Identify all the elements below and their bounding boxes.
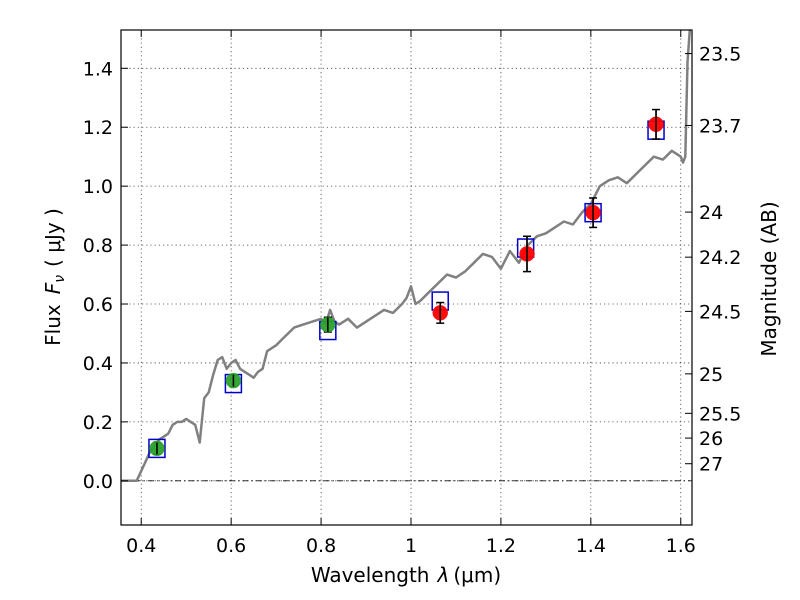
x-tick-label: 1.6 <box>666 535 696 557</box>
y2-tick-label: 25 <box>699 364 723 386</box>
y-axis-title: FluxFν( μJy ) <box>41 208 68 346</box>
x-axis-title: Wavelength λ (μm) <box>311 563 501 587</box>
y-tick-label: 1.2 <box>83 117 113 139</box>
plot-layer <box>121 29 692 483</box>
ticks-layer: 0.4 0.6 0.8 1 1.2 1.4 1.6 0.0 0.2 0.4 0.6 0.8 1.0 1.2… <box>83 30 741 557</box>
y2-tick-label: 25.5 <box>699 403 741 425</box>
y-tick-label: 0.8 <box>83 235 113 257</box>
y2-tick-label: 27 <box>699 454 723 476</box>
y2-tick-label: 23.7 <box>699 115 741 137</box>
y2-tick-label: 26 <box>699 428 723 450</box>
plot-frame <box>120 29 693 526</box>
y-tick-label: 0.0 <box>83 471 113 493</box>
y-tick-label: 0.6 <box>83 294 113 316</box>
y2-tick-label: 24.2 <box>699 247 741 269</box>
y-tick-label: 0.2 <box>83 412 113 434</box>
y2-tick-label: 24 <box>699 202 723 224</box>
model-spectrum-line <box>121 29 692 483</box>
y-tick-label: 1.4 <box>83 58 113 80</box>
x-tick-label: 0.6 <box>216 535 246 557</box>
x-tick-label: 1 <box>405 535 417 557</box>
y2-tick-label: 23.5 <box>699 44 741 66</box>
model-photometry-square <box>148 438 166 459</box>
y2-axis-title: Magnitude (AB) <box>757 201 781 356</box>
y-tick-label: 0.4 <box>83 353 113 375</box>
y2-tick-label: 24.5 <box>699 301 741 323</box>
x-tick-label: 0.4 <box>126 535 156 557</box>
x-tick-label: 1.4 <box>576 535 606 557</box>
y-tick-label: 1.0 <box>83 176 113 198</box>
x-tick-label: 1.2 <box>486 535 516 557</box>
grid-layer <box>121 30 692 525</box>
x-tick-label: 0.8 <box>306 535 336 557</box>
